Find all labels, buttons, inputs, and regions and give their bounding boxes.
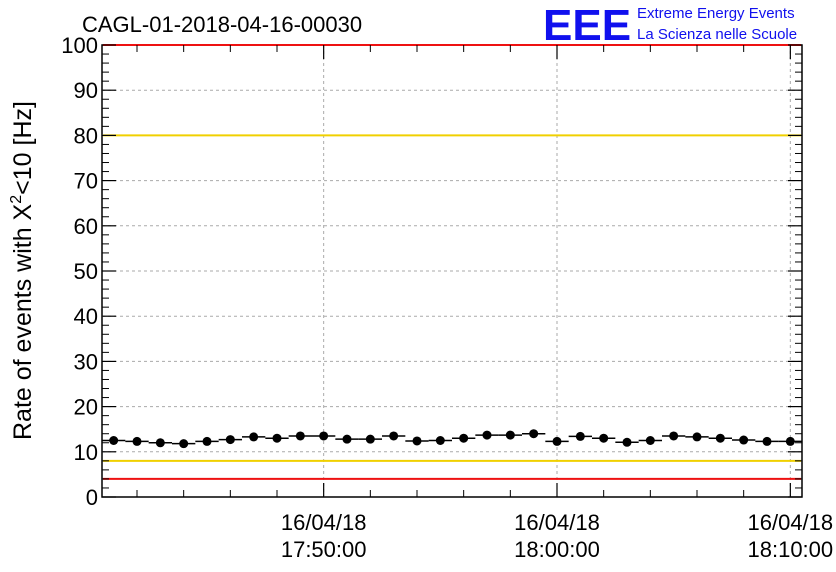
logo-line-1: Extreme Energy Events — [637, 5, 795, 22]
eee-logo: EEE Extreme Energy Events La Scienza nel… — [543, 1, 797, 50]
data-point — [599, 433, 609, 443]
data-point — [295, 431, 305, 441]
data-point — [342, 434, 352, 444]
data-point — [272, 433, 282, 443]
x-tick-time-label: 18:10:00 — [748, 537, 834, 562]
data-points — [102, 429, 802, 449]
y-tick-label: 60 — [74, 214, 98, 239]
y-tick-labels: 0 10 20 30 40 50 60 70 80 90 100 — [61, 33, 98, 510]
y-tick-label: 0 — [86, 485, 98, 510]
axis-ticks — [102, 44, 802, 498]
data-point — [365, 434, 375, 444]
data-point — [389, 431, 399, 441]
data-point — [762, 436, 772, 446]
y-tick-label: 90 — [74, 78, 98, 103]
data-point — [225, 435, 235, 445]
data-point — [529, 429, 539, 439]
data-point — [459, 433, 469, 443]
y-tick-label: 30 — [74, 349, 98, 374]
data-point — [715, 433, 725, 443]
x-tick-date-label: 16/04/18 — [514, 510, 600, 535]
grid — [102, 45, 802, 497]
data-point — [435, 436, 445, 445]
y-tick-label: 20 — [74, 395, 98, 420]
data-point — [645, 436, 655, 445]
x-tick-time-label: 18:00:00 — [514, 537, 600, 562]
y-tick-label: 50 — [74, 259, 98, 284]
data-point — [622, 437, 632, 447]
data-point — [739, 435, 749, 445]
x-tick-labels: 16/04/1817:50:0016/04/1818:00:0016/04/18… — [281, 510, 833, 562]
data-point — [249, 432, 259, 442]
data-point — [482, 430, 492, 440]
data-point — [505, 430, 515, 440]
x-tick-date-label: 16/04/18 — [281, 510, 367, 535]
data-point — [132, 436, 142, 446]
data-point — [692, 432, 702, 442]
y-tick-label: 10 — [74, 440, 98, 465]
data-point — [179, 439, 189, 449]
data-point — [552, 436, 562, 446]
logo-eee-text: EEE — [543, 1, 631, 50]
run-title: CAGL-01-2018-04-16-00030 — [82, 12, 362, 37]
x-tick-date-label: 16/04/18 — [748, 510, 834, 535]
data-point — [412, 436, 422, 446]
data-point — [155, 438, 165, 448]
logo-line-2: La Scienza nelle Scuole — [637, 26, 797, 43]
y-tick-label: 40 — [74, 304, 98, 329]
data-point — [319, 431, 329, 441]
data-point — [202, 436, 212, 446]
data-point — [575, 431, 585, 441]
y-tick-label: 100 — [61, 33, 98, 58]
x-tick-time-label: 17:50:00 — [281, 537, 367, 562]
y-axis-label-main: Rate of events with X — [9, 203, 37, 440]
data-point — [785, 436, 795, 446]
y-tick-label: 70 — [74, 169, 98, 194]
y-axis-label-superscript: 2 — [8, 195, 25, 204]
data-point — [669, 431, 679, 441]
y-axis-label: Rate of events with X2<10 [Hz] — [8, 101, 37, 440]
reference-lines — [103, 44, 801, 480]
y-axis-label-tail: <10 [Hz] — [9, 101, 37, 195]
data-point — [109, 436, 119, 445]
y-tick-label: 80 — [74, 123, 98, 148]
